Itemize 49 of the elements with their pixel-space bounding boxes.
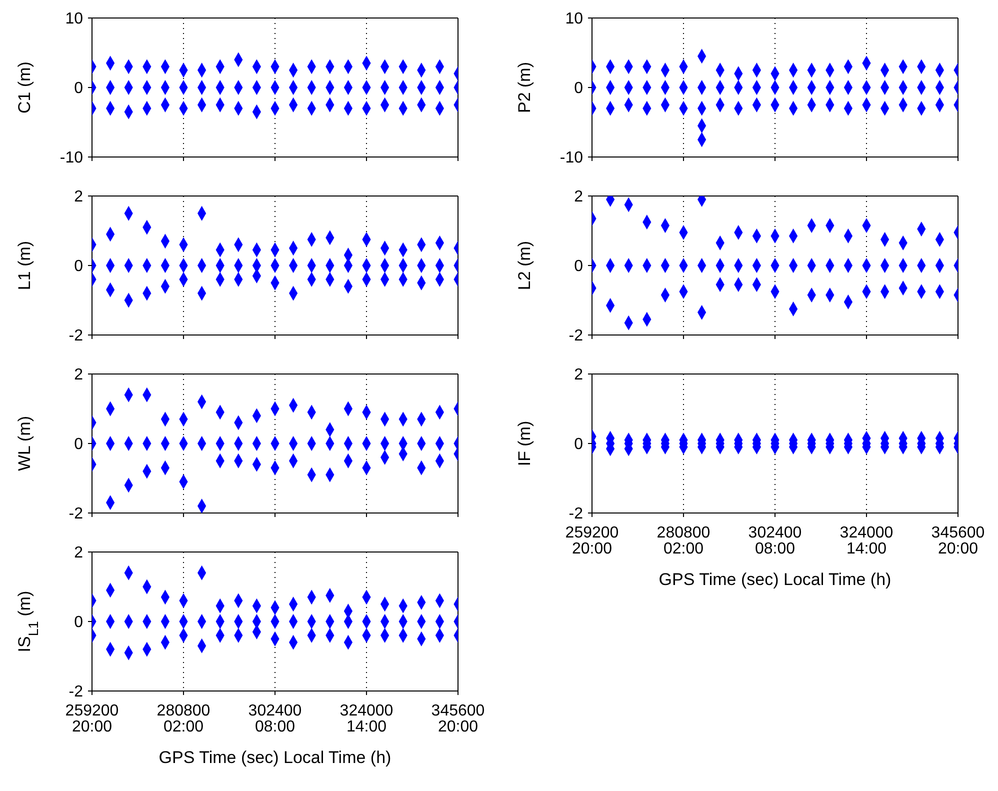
y-tick-label: 0 [74, 80, 84, 98]
x-tick-label: 259200 [565, 524, 619, 542]
y-tick-label: -2 [568, 328, 584, 345]
text: 08:00 [754, 540, 796, 558]
y-tick-label: -10 [560, 150, 584, 167]
y-axis-title: L2 (m) [515, 240, 534, 290]
x-tick-label: 345600 [931, 524, 985, 542]
y-tick-label: 2 [74, 366, 84, 384]
y-tick-label: 0 [574, 80, 584, 98]
y-tick-label: 0 [574, 258, 584, 276]
text: 14:00 [846, 540, 887, 558]
x-tick-label: 280800 [656, 524, 710, 542]
x-axis-title: GPS Time (sec) Local Time (h) [658, 570, 892, 589]
y-tick-label: 0 [74, 258, 84, 276]
text: 02:00 [163, 718, 204, 736]
y-tick-label: -2 [68, 506, 84, 523]
text: 20:00 [572, 540, 612, 558]
y-tick-label: 2 [74, 544, 84, 562]
y-axis-title: L1 (m) [15, 240, 34, 290]
y-axis-title: WL (m) [15, 416, 34, 472]
x-tick-label: 345600 [431, 702, 485, 720]
text: 20:00 [938, 540, 978, 558]
y-axis-title: C1 (m) [15, 62, 34, 114]
y-tick-label: -10 [60, 150, 84, 167]
y-tick-label: 10 [565, 10, 584, 28]
y-tick-label: 0 [74, 614, 84, 632]
x-tick-label: 302400 [748, 524, 802, 542]
y-tick-label: 2 [74, 188, 84, 206]
x-tick-label: 280800 [156, 702, 210, 720]
y-tick-label: 2 [574, 366, 584, 384]
text: 14:00 [346, 718, 387, 736]
text: 20:00 [72, 718, 112, 736]
text: 02:00 [663, 540, 704, 558]
y-tick-label: -2 [568, 506, 584, 523]
y-tick-label: 0 [574, 436, 584, 454]
y-tick-label: 10 [65, 10, 84, 28]
y-axis-title: P2 (m) [515, 62, 534, 113]
x-axis-title: GPS Time (sec) Local Time (h) [158, 748, 392, 767]
text: 20:00 [438, 718, 478, 736]
y-tick-label: 0 [74, 436, 84, 454]
y-tick-label: -2 [68, 328, 84, 345]
x-tick-label: 324000 [840, 524, 894, 542]
x-tick-label: 259200 [65, 702, 119, 720]
y-axis-title: IF (m) [515, 420, 534, 466]
text: 08:00 [254, 718, 296, 736]
y-tick-label: -2 [68, 684, 84, 701]
x-tick-label: 324000 [340, 702, 394, 720]
x-tick-label: 302400 [248, 702, 302, 720]
y-tick-label: 2 [574, 188, 584, 206]
